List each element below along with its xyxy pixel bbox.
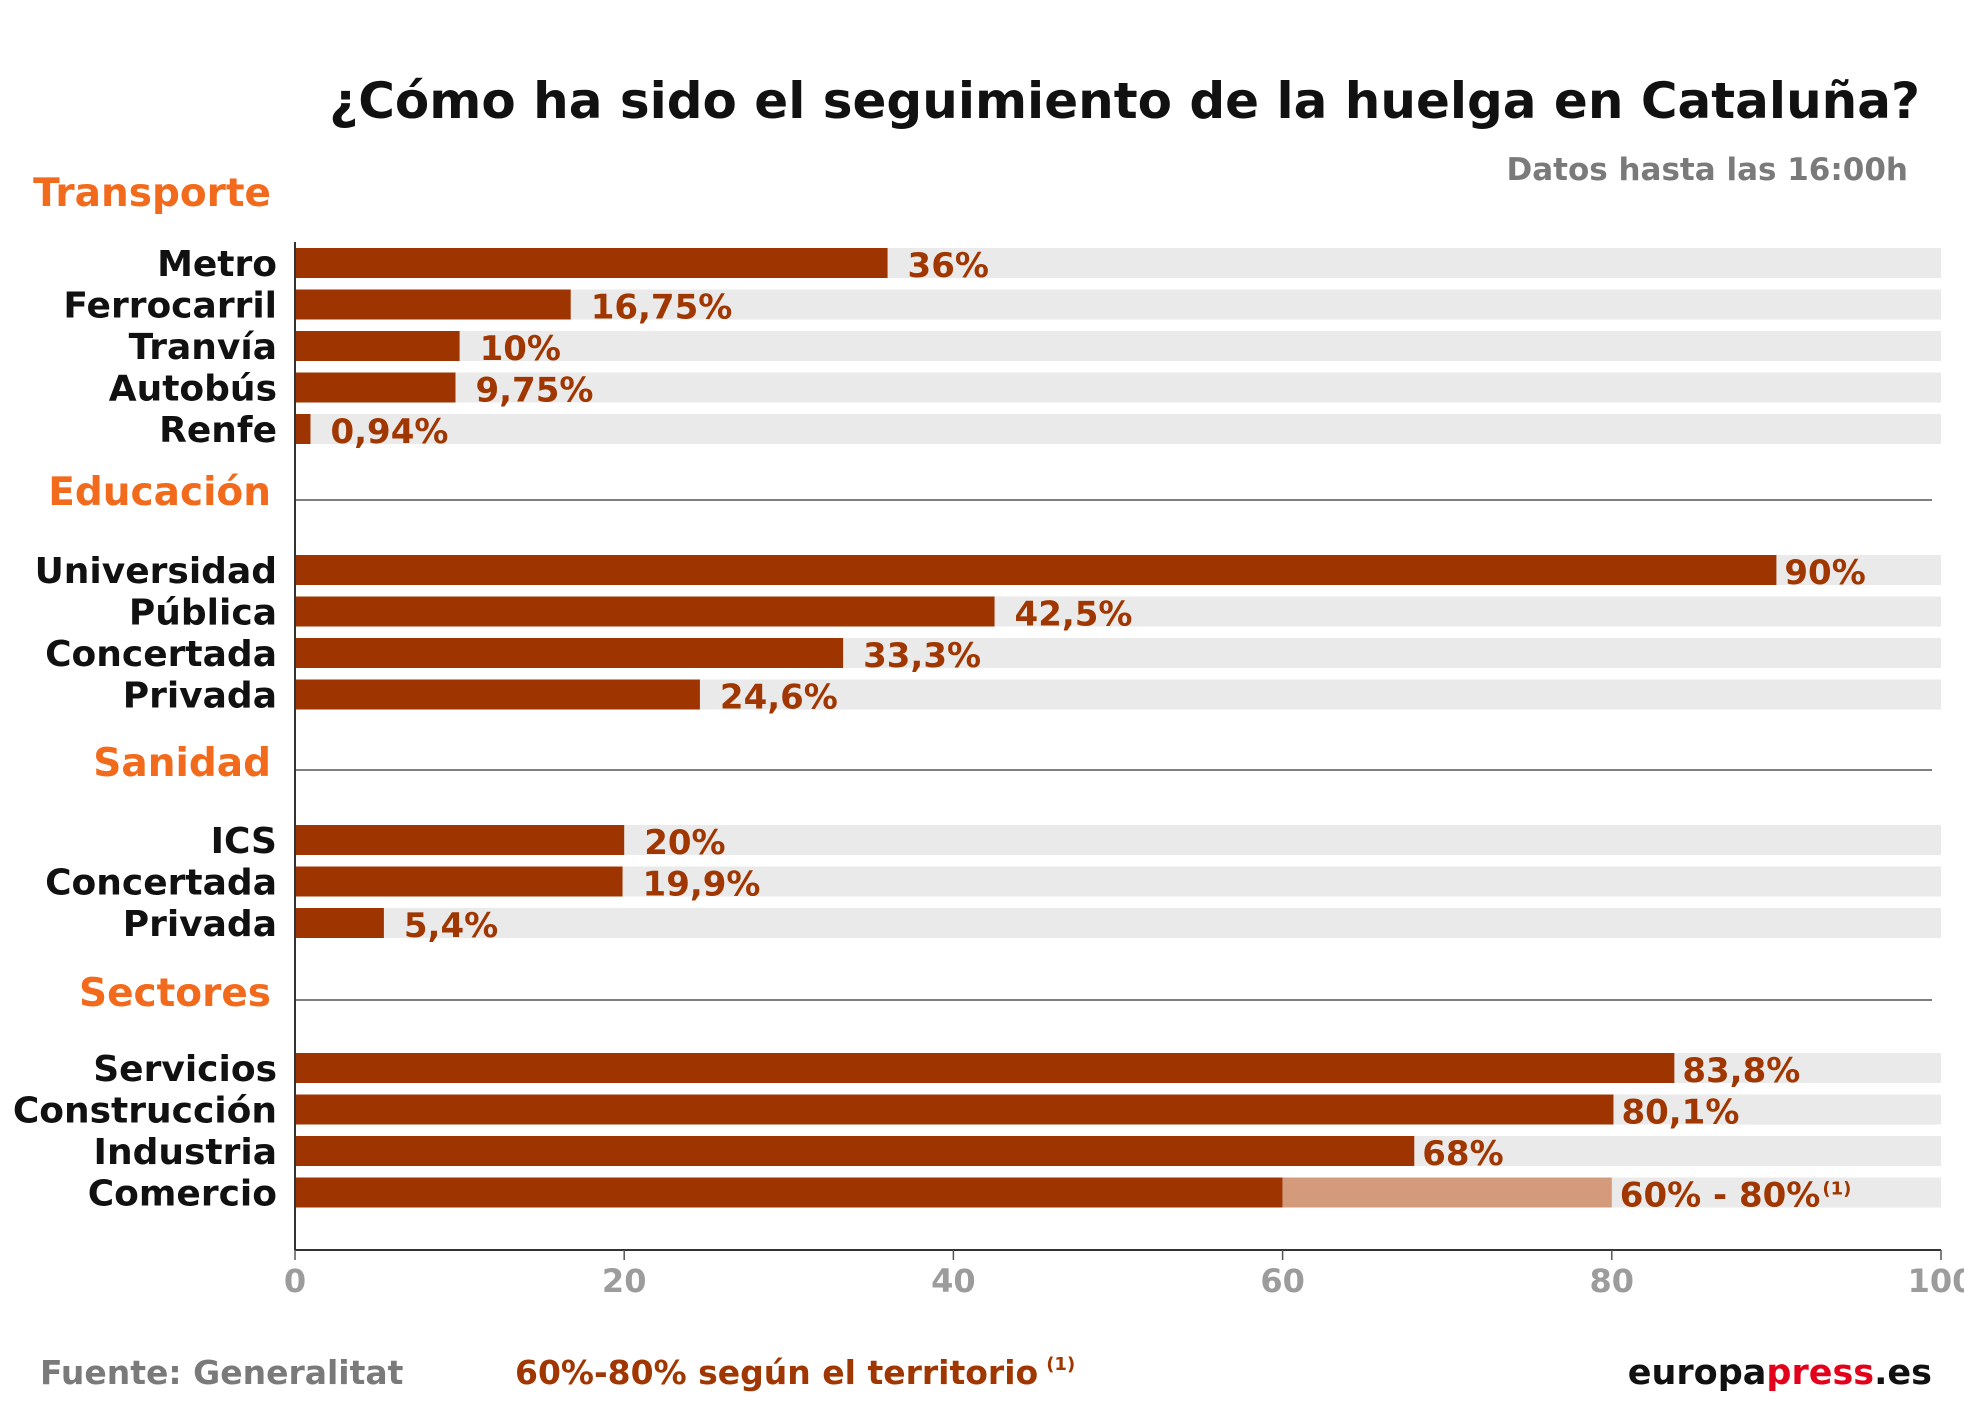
europapress-logo: europapress.es — [1628, 1353, 1932, 1393]
group-label: Sectores — [79, 971, 271, 1016]
value-label: 5,4% — [404, 906, 498, 946]
value-label: 9,75% — [475, 371, 593, 411]
range-footnote: 60%-80% según el territorio (1) — [515, 1353, 1075, 1392]
category-label: Metro — [157, 244, 277, 285]
bar — [295, 1094, 1614, 1125]
category-label: Tranvía — [129, 327, 277, 368]
category-label: Autobús — [109, 369, 277, 410]
value-label: 42,5% — [1015, 595, 1133, 635]
category-label: Comercio — [88, 1174, 277, 1215]
category-label: Universidad — [35, 551, 277, 592]
bar-track — [295, 908, 1941, 938]
value-label: 36% — [908, 246, 989, 286]
bar — [295, 331, 460, 361]
category-label: Pública — [129, 593, 277, 634]
x-tick-label: 20 — [602, 1262, 647, 1300]
source-note: Fuente: Generalitat — [40, 1353, 404, 1392]
chart-subtitle: Datos hasta las 16:00h — [1506, 152, 1908, 188]
category-label: Privada — [123, 676, 277, 717]
category-label: Ferrocarril — [63, 286, 277, 327]
bar — [295, 372, 456, 403]
category-label: Privada — [123, 904, 277, 945]
bar — [295, 1136, 1415, 1166]
category-label: Construcción — [13, 1091, 277, 1132]
bar — [295, 679, 700, 710]
value-label: 10% — [480, 329, 561, 369]
value-label: 68% — [1422, 1134, 1503, 1174]
bar — [295, 596, 995, 627]
x-tick-label: 40 — [931, 1262, 976, 1300]
value-label: 19,9% — [643, 865, 761, 905]
plot-area: Transporte Metro 36% Ferrocarril 16,75% Tranv… — [13, 171, 1941, 1216]
bar — [295, 248, 888, 278]
logo-text-europa: europa — [1628, 1353, 1767, 1393]
category-label: ICS — [211, 821, 277, 862]
bar-range — [1282, 1177, 1612, 1208]
x-tick-label: 100 — [1908, 1262, 1964, 1300]
range-footnote-mark: (1) — [1046, 1354, 1075, 1375]
bar-track — [295, 414, 1941, 444]
group-label: Transporte — [33, 171, 271, 216]
bar — [295, 414, 311, 444]
value-label: 24,6% — [720, 678, 838, 718]
bar-track — [295, 331, 1941, 361]
value-label: 60% - 80% (1) — [1620, 1176, 1852, 1216]
category-label: Concertada — [45, 634, 277, 675]
value-label: 16,75% — [591, 288, 733, 328]
bar — [295, 638, 844, 668]
logo-text-press: press — [1766, 1353, 1874, 1393]
bar — [295, 289, 571, 320]
bar-track — [295, 372, 1941, 403]
category-label: Renfe — [159, 410, 277, 451]
bar — [295, 825, 625, 855]
category-label: Industria — [94, 1132, 277, 1173]
x-tick-label: 60 — [1260, 1262, 1305, 1300]
bar — [295, 866, 623, 897]
category-label: Servicios — [93, 1049, 277, 1090]
bar — [295, 908, 384, 938]
value-label: 83,8% — [1682, 1051, 1800, 1091]
value-label: 0,94% — [330, 412, 448, 452]
x-tick-label: 80 — [1590, 1262, 1635, 1300]
group-label: Educación — [48, 470, 271, 515]
x-tick-label: 0 — [284, 1262, 306, 1300]
value-label: 80,1% — [1621, 1093, 1739, 1133]
value-label: 90% — [1784, 553, 1865, 593]
chart-title: ¿Cómo ha sido el seguimiento de la huelg… — [329, 72, 1920, 130]
category-label: Concertada — [45, 863, 277, 904]
group-label: Sanidad — [93, 741, 271, 786]
bar — [295, 1177, 1283, 1208]
value-label: 20% — [644, 823, 725, 863]
logo-text-es: .es — [1874, 1353, 1932, 1393]
value-label: 33,3% — [863, 636, 981, 676]
bar — [295, 1053, 1675, 1083]
x-axis-ticks: 0 20 40 60 80 100 — [284, 1250, 1964, 1300]
bar — [295, 555, 1777, 585]
range-footnote-text: 60%-80% según el territorio — [515, 1353, 1038, 1392]
